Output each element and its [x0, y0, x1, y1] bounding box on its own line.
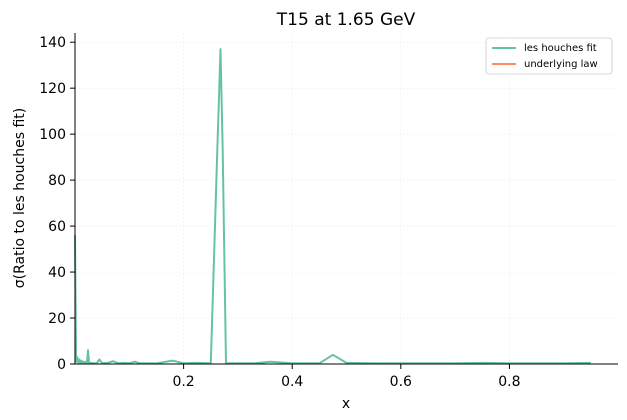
chart-title: T15 at 1.65 GeV	[276, 10, 416, 30]
y-axis-title: σ(Ratio to les houches fit)	[12, 108, 28, 289]
grid	[75, 33, 618, 365]
y-tick-label: 40	[48, 265, 66, 281]
y-tick-label: 0	[57, 357, 66, 373]
y-tick-label: 80	[48, 173, 66, 189]
series-layer	[74, 48, 591, 365]
y-tick-label: 20	[48, 311, 66, 327]
x-tick-label: 0.4	[281, 374, 303, 390]
x-tick-label: 0.8	[498, 374, 520, 390]
legend-box	[485, 37, 613, 75]
series-line-les-houches-fit	[74, 48, 591, 365]
y-ticks: 0 20 40 60 80 100 120 140	[39, 35, 75, 373]
x-tick-label: 0.2	[172, 374, 194, 390]
y-tick-label: 60	[48, 219, 66, 235]
y-tick-label: 100	[39, 127, 66, 143]
legend-label-underlying-law: underlying law	[524, 59, 598, 70]
legend: les houches fit underlying law	[485, 37, 613, 75]
y-tick-label: 120	[39, 81, 66, 97]
legend-label-les-houches-fit: les houches fit	[524, 43, 597, 54]
x-tick-label: 0.6	[390, 374, 412, 390]
x-axis-title: x	[342, 396, 350, 412]
y-tick-label: 140	[39, 35, 66, 51]
x-ticks: 0.2 0.4 0.6 0.8	[172, 364, 521, 390]
